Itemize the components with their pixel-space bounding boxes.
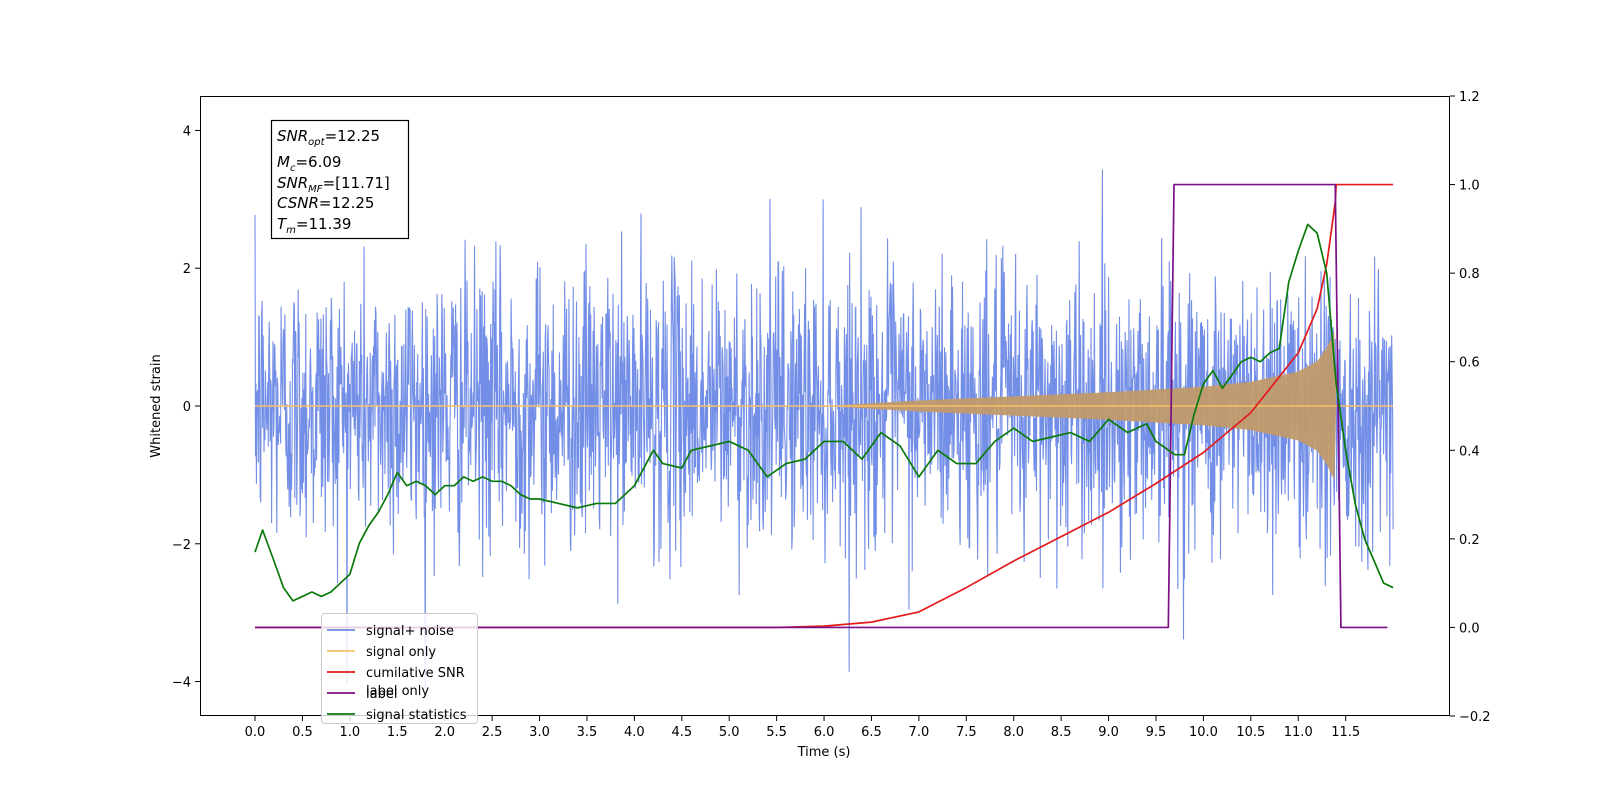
series-signal-noise	[254, 169, 1394, 689]
y-right-tick-label: 1.0	[1459, 179, 1480, 194]
x-tick-label: 6.0	[814, 725, 835, 740]
x-tick-label: 0.0	[245, 725, 266, 740]
y-right-tick-label: 0.0	[1459, 621, 1480, 636]
x-tick-label: 3.0	[529, 725, 550, 740]
y-axis-left-label: Whitened strain	[149, 354, 164, 457]
legend-entry-label: cumilative SNR	[366, 666, 465, 681]
x-tick-label: 5.0	[719, 725, 740, 740]
x-tick-label: 7.0	[909, 725, 930, 740]
legend-entry-label: label	[366, 687, 397, 702]
info-csnr: CSNR=12.25	[277, 194, 374, 212]
y-right-tick-label: 0.6	[1459, 356, 1480, 371]
y-right-tick-label: 0.8	[1459, 267, 1480, 282]
y-left-tick-label: −2	[172, 538, 191, 553]
x-tick-label: 8.0	[1003, 725, 1024, 740]
x-tick-label: 4.5	[671, 725, 692, 740]
series-cumilative-snr	[255, 183, 1394, 629]
x-tick-label: 8.5	[1051, 725, 1072, 740]
x-tick-label: 1.5	[387, 725, 408, 740]
legend: label only signal+ noise signal only cumil…	[321, 613, 478, 724]
x-tick-label: 11.5	[1331, 725, 1360, 740]
legend-entry-label: signal+ noise	[366, 624, 454, 639]
x-tick-label: 1.0	[340, 725, 361, 740]
legend-entry-label: signal statistics	[366, 708, 467, 723]
y-left-tick-label: 4	[183, 124, 191, 139]
legend-hidden-text: label only	[366, 684, 429, 699]
x-tick-label: 9.0	[1098, 725, 1119, 740]
x-tick-label: 10.0	[1189, 725, 1218, 740]
y-right-tick-label: 0.4	[1459, 444, 1480, 459]
y-right-tick-label: 0.2	[1459, 533, 1480, 548]
series-signal-statistics	[254, 223, 1394, 602]
x-tick-label: 2.0	[434, 725, 455, 740]
y-axis-right: −0.2 0.0 0.2 0.4 0.6 0.8 1.0 1.2	[1450, 90, 1491, 725]
x-tick-label: 2.5	[482, 725, 503, 740]
y-left-tick-label: 0	[183, 400, 191, 415]
y-left-tick-label: 2	[183, 262, 191, 277]
x-tick-label: 3.5	[577, 725, 598, 740]
x-tick-label: 4.0	[624, 725, 645, 740]
x-tick-label: 6.5	[861, 725, 882, 740]
x-tick-label: 11.0	[1284, 725, 1313, 740]
x-axis-label: Time (s)	[797, 745, 851, 760]
x-tick-label: 0.5	[292, 725, 313, 740]
y-right-tick-label: −0.2	[1459, 710, 1491, 725]
legend-entry-label: signal only	[366, 645, 436, 660]
info-snr-opt: SNRopt=12.25	[277, 127, 380, 148]
y-right-tick-label: 1.2	[1459, 90, 1480, 105]
y-axis-left: −4 −2 0 2 4	[172, 124, 200, 691]
x-tick-label: 10.5	[1236, 725, 1265, 740]
info-mc: Mc=6.09	[277, 153, 341, 174]
x-tick-label: 5.5	[766, 725, 787, 740]
x-tick-label: 7.5	[956, 725, 977, 740]
y-left-tick-label: −4	[172, 676, 191, 691]
info-box: SNRopt=12.25 Mc=6.09 SNRMF=[11.71] CSNR=…	[270, 119, 410, 240]
x-axis: 0.0 0.5 1.0 1.5 2.0 2.5 3.0 3.5 4.0 4.5 5.0 5.5 6.0 6…	[245, 716, 1360, 740]
plot-frame	[200, 96, 1450, 716]
x-tick-label: 9.5	[1146, 725, 1167, 740]
info-snr-mf: SNRMF=[11.71]	[277, 174, 390, 195]
info-tm: Tm=11.39	[277, 215, 351, 236]
series-label	[255, 183, 1388, 629]
plot-area	[254, 169, 1394, 689]
